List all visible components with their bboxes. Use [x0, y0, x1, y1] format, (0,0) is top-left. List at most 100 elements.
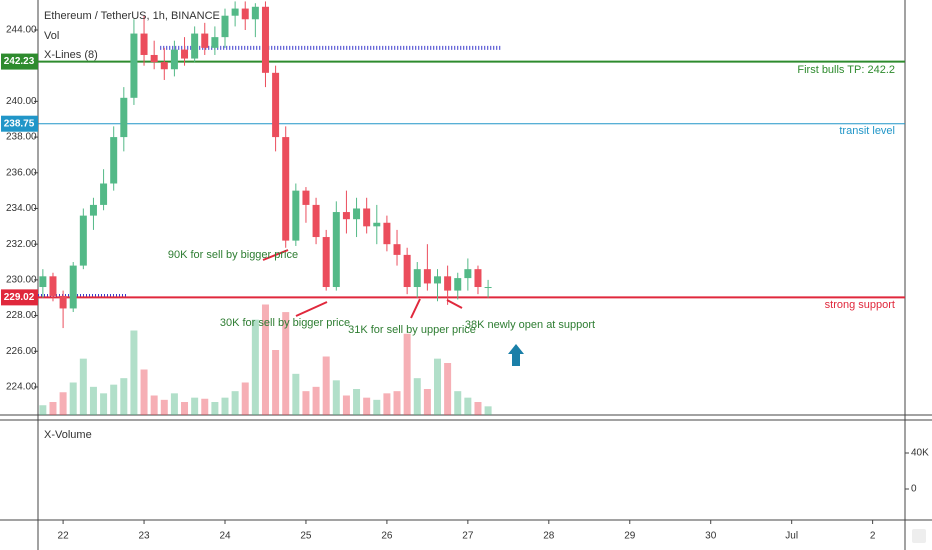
candle-body: [434, 276, 441, 284]
level-label: 229.02: [4, 292, 35, 303]
volume-bar: [261, 304, 269, 415]
volume-bar: [464, 397, 472, 415]
candle-body: [353, 208, 361, 220]
volume-bar: [231, 391, 239, 415]
x-tick-label: 30: [705, 531, 717, 542]
candle-body: [383, 222, 391, 245]
candle-body: [484, 287, 492, 289]
candle-body: [241, 8, 249, 20]
candle-body: [150, 54, 158, 63]
x-tick-label: 26: [381, 531, 393, 542]
lower-pane-label: X-Volume: [44, 429, 92, 441]
level-badge: [1, 115, 38, 132]
candle-body: [160, 62, 168, 70]
y-tick-label: 232.00: [6, 239, 37, 250]
candle-body: [261, 6, 269, 73]
candle-body: [444, 276, 452, 291]
volume-bar: [332, 380, 340, 415]
volume-bar: [120, 378, 128, 415]
candle-body: [181, 49, 189, 59]
candle-body: [89, 204, 97, 216]
y-tick-label: 224.00: [6, 382, 37, 393]
volume-bar: [413, 378, 421, 415]
candle-body: [120, 97, 128, 138]
volume-bar: [110, 384, 118, 415]
level-text: First bulls TP: 242.2: [797, 64, 895, 76]
volume-bar: [251, 319, 259, 415]
settings-button[interactable]: [912, 529, 926, 543]
x-tick-label: 23: [138, 531, 150, 542]
candle-body: [413, 269, 421, 288]
candle-body: [342, 212, 350, 220]
candle-body: [170, 49, 178, 70]
candle-body: [39, 276, 47, 288]
candle-body: [464, 269, 472, 279]
volume-bar: [79, 358, 87, 415]
candle-body: [59, 295, 67, 309]
volume-bar: [39, 405, 47, 415]
candle-body: [231, 8, 239, 16]
volume-bar: [474, 402, 482, 415]
candle-body: [373, 222, 381, 227]
candle-body: [100, 183, 108, 205]
candle-body: [403, 254, 411, 288]
volume-label: Vol: [44, 30, 59, 42]
volume-bar: [312, 386, 320, 415]
candle-body: [272, 72, 280, 138]
annotation-pointer: [262, 249, 289, 261]
volume-bar: [302, 391, 310, 415]
candle-body: [454, 278, 462, 291]
volume-bar: [373, 399, 381, 415]
candle-body: [140, 33, 148, 55]
level-label: 238.75: [4, 118, 35, 129]
candle-body: [130, 33, 138, 98]
candle-body: [474, 269, 482, 288]
annotation: 38K newly open at support: [465, 319, 595, 331]
annotation: 30K for sell by bigger price: [220, 317, 350, 329]
lines-label: X-Lines (8): [44, 49, 98, 61]
volume-bar: [393, 391, 401, 415]
y-tick-label: 234.00: [6, 203, 37, 214]
x-tick-label: 27: [462, 531, 474, 542]
volume-bar: [363, 397, 371, 415]
volume-bar: [130, 330, 138, 415]
volume-bar: [89, 386, 97, 415]
candle-body: [292, 190, 300, 241]
candle-body: [251, 6, 259, 20]
y-tick-label: 230.00: [6, 275, 37, 286]
candle-body: [69, 265, 77, 309]
volume-bar: [150, 395, 158, 415]
candle-body: [110, 137, 118, 184]
x-tick-label: Jul: [785, 531, 798, 542]
volume-bar: [191, 397, 199, 415]
x-tick-label: 22: [58, 531, 70, 542]
y-tick-label: 238.00: [6, 132, 37, 143]
y-tick-label: 0: [911, 484, 917, 495]
candle-body: [282, 137, 290, 241]
volume-bar: [100, 393, 108, 415]
x-tick-label: 24: [219, 531, 231, 542]
volume-bar: [444, 363, 452, 415]
volume-bar: [342, 395, 350, 415]
level-text: transit level: [839, 125, 895, 137]
level-text: strong support: [825, 299, 895, 311]
volume-bar: [140, 369, 148, 415]
y-tick-label: 228.00: [6, 310, 37, 321]
x-tick-label: 28: [543, 531, 555, 542]
volume-bar: [160, 399, 168, 415]
annotation: 31K for sell by upper price: [348, 324, 476, 336]
candle-body: [191, 33, 199, 59]
volume-bar: [383, 393, 391, 415]
y-tick-label: 244.00: [6, 25, 37, 36]
volume-bar: [49, 402, 57, 415]
level-label: 242.23: [4, 56, 35, 67]
volume-bar: [454, 391, 462, 415]
x-tick-label: 2: [870, 531, 876, 542]
x-tick-label: 25: [300, 531, 312, 542]
chart-title: Ethereum / TetherUS, 1h, BINANCE: [44, 10, 220, 22]
arrow-icon: [508, 344, 524, 366]
x-tick-label: 29: [624, 531, 636, 542]
volume-bar: [241, 382, 249, 415]
volume-bar: [59, 392, 67, 415]
